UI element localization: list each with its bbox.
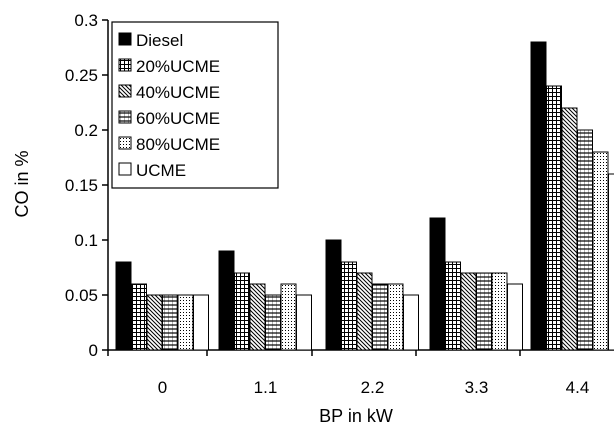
legend-swatch: [118, 162, 132, 176]
bar-40pctucme-3.3: [460, 272, 477, 351]
legend-label: UCME: [136, 161, 186, 180]
bar-40pctucme-0: [146, 294, 163, 351]
y-tick-label: 0.1: [74, 231, 98, 250]
bar-80pctucme-0: [177, 294, 194, 351]
legend-label: Diesel: [136, 31, 183, 50]
y-tick-label: 0: [89, 341, 98, 360]
x-tick-label: 3.3: [465, 378, 489, 397]
bar-60pctucme-4.4: [577, 129, 593, 351]
y-tick-label: 0.15: [65, 176, 98, 195]
bar-diesel-4.4: [530, 41, 547, 351]
x-tick-label: 0: [158, 378, 167, 397]
bar-40pctucme-4.4: [561, 107, 578, 351]
bar-ucme-1.1: [296, 294, 312, 351]
legend-label: 20%UCME: [136, 57, 220, 76]
bar-80pctucme-2.2: [387, 283, 404, 351]
x-tick-label: 2.2: [361, 378, 385, 397]
bars: [115, 41, 614, 351]
bar-40pctucme-1.1: [249, 283, 266, 351]
y-tick-label: 0.3: [74, 11, 98, 30]
bar-20pctucme-3.3: [445, 261, 461, 351]
bar-60pctucme-2.2: [372, 283, 388, 351]
bar-20pctucme-1.1: [234, 272, 250, 351]
bar-ucme-4.4: [608, 173, 614, 351]
bar-20pctucme-4.4: [546, 85, 562, 351]
bar-diesel-0: [115, 261, 132, 351]
bar-80pctucme-3.3: [491, 272, 508, 351]
bar-ucme-3.3: [507, 283, 523, 351]
bar-40pctucme-2.2: [356, 272, 373, 351]
legend-label: 80%UCME: [136, 135, 220, 154]
x-tick-label: 4.4: [566, 378, 590, 397]
bar-diesel-3.3: [429, 217, 446, 351]
legend: Diesel 20%UCME 40%UCME 60%UCME 80%UCME UCME: [111, 21, 279, 189]
x-axis-title: BP in kW: [319, 406, 393, 426]
bar-60pctucme-3.3: [476, 272, 492, 351]
bar-60pctucme-1.1: [265, 294, 281, 351]
legend-swatch: [118, 110, 132, 124]
legend-swatch: [118, 136, 132, 150]
legend-label: 40%UCME: [136, 83, 220, 102]
bar-80pctucme-1.1: [280, 283, 297, 351]
bar-ucme-2.2: [403, 294, 419, 351]
bar-diesel-1.1: [218, 250, 235, 351]
axes: 0 0.05 0.1 0.15 0.2 0.25 0.3 0 1.1 2.2 3.3 4.4: [65, 11, 614, 397]
bar-20pctucme-0: [131, 283, 147, 351]
y-tick-label: 0.25: [65, 66, 98, 85]
bar-20pctucme-2.2: [341, 261, 357, 351]
legend-box: [111, 21, 279, 189]
y-tick-label: 0.05: [65, 286, 98, 305]
bar-diesel-2.2: [325, 239, 342, 351]
bar-80pctucme-4.4: [592, 151, 609, 351]
legend-swatch: [118, 32, 132, 46]
legend-swatch: [118, 58, 132, 72]
bar-ucme-0: [193, 294, 209, 351]
y-axis-title: CO in %: [12, 150, 32, 217]
x-tick-label: 1.1: [254, 378, 278, 397]
y-tick-label: 0.2: [74, 121, 98, 140]
legend-swatch: [118, 84, 132, 98]
legend-label: 60%UCME: [136, 109, 220, 128]
bar-60pctucme-0: [162, 294, 178, 351]
